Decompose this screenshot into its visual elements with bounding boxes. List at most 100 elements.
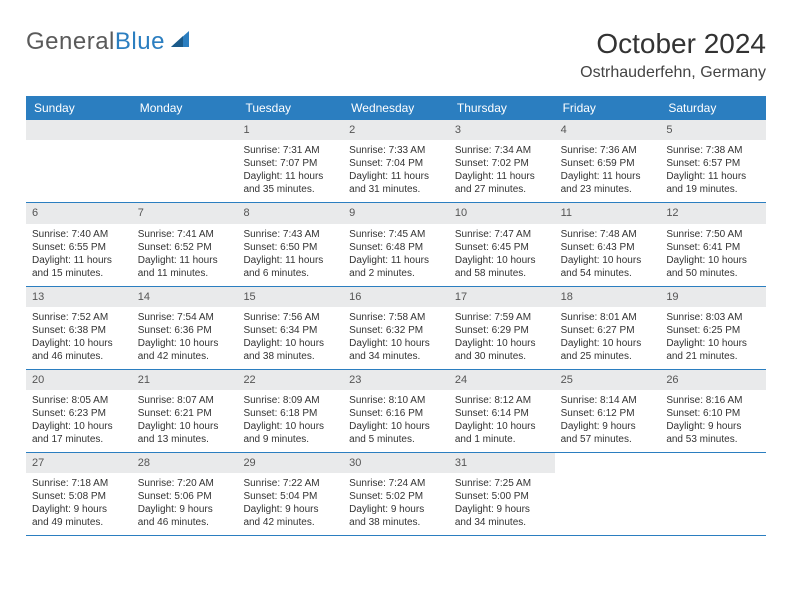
sunrise-line: Sunrise: 7:56 AM [243, 311, 337, 324]
weekday-header: Friday [555, 96, 661, 120]
logo: GeneralBlue [26, 28, 191, 56]
day-details: Sunrise: 7:25 AMSunset: 5:00 PMDaylight:… [449, 473, 555, 535]
day-details: Sunrise: 7:38 AMSunset: 6:57 PMDaylight:… [660, 140, 766, 202]
sunset-line: Sunset: 6:36 PM [138, 324, 232, 337]
day-number: 17 [449, 287, 555, 307]
sunrise-line: Sunrise: 8:14 AM [561, 394, 655, 407]
sunset-line: Sunset: 7:04 PM [349, 157, 443, 170]
sunset-line: Sunset: 6:32 PM [349, 324, 443, 337]
sunset-line: Sunset: 6:48 PM [349, 241, 443, 254]
day-number: 11 [555, 203, 661, 223]
sunset-line: Sunset: 7:02 PM [455, 157, 549, 170]
sunrise-line: Sunrise: 7:58 AM [349, 311, 443, 324]
day-number: 12 [660, 203, 766, 223]
day-number: 27 [26, 453, 132, 473]
sunrise-line: Sunrise: 7:52 AM [32, 311, 126, 324]
weekday-header: Tuesday [237, 96, 343, 120]
daylight-line: Daylight: 9 hours and 53 minutes. [666, 420, 760, 446]
daylight-line: Daylight: 9 hours and 42 minutes. [243, 503, 337, 529]
daylight-line: Daylight: 11 hours and 6 minutes. [243, 254, 337, 280]
daylight-line: Daylight: 9 hours and 57 minutes. [561, 420, 655, 446]
day-details: Sunrise: 7:58 AMSunset: 6:32 PMDaylight:… [343, 307, 449, 369]
day-number: 19 [660, 287, 766, 307]
day-number: 16 [343, 287, 449, 307]
day-number: 28 [132, 453, 238, 473]
sunrise-line: Sunrise: 7:59 AM [455, 311, 549, 324]
calendar-cell: 7Sunrise: 7:41 AMSunset: 6:52 PMDaylight… [132, 203, 238, 285]
daylight-line: Daylight: 10 hours and 21 minutes. [666, 337, 760, 363]
month-title: October 2024 [580, 28, 766, 60]
day-details: Sunrise: 8:16 AMSunset: 6:10 PMDaylight:… [660, 390, 766, 452]
day-number: 31 [449, 453, 555, 473]
sunset-line: Sunset: 7:07 PM [243, 157, 337, 170]
calendar-cell: 18Sunrise: 8:01 AMSunset: 6:27 PMDayligh… [555, 287, 661, 369]
day-details: Sunrise: 7:41 AMSunset: 6:52 PMDaylight:… [132, 224, 238, 286]
calendar-cell: 8Sunrise: 7:43 AMSunset: 6:50 PMDaylight… [237, 203, 343, 285]
day-number: 14 [132, 287, 238, 307]
daylight-line: Daylight: 10 hours and 5 minutes. [349, 420, 443, 446]
sunrise-line: Sunrise: 7:36 AM [561, 144, 655, 157]
day-details: Sunrise: 7:34 AMSunset: 7:02 PMDaylight:… [449, 140, 555, 202]
daylight-line: Daylight: 9 hours and 46 minutes. [138, 503, 232, 529]
daylight-line: Daylight: 10 hours and 34 minutes. [349, 337, 443, 363]
sunset-line: Sunset: 6:18 PM [243, 407, 337, 420]
day-details: Sunrise: 7:18 AMSunset: 5:08 PMDaylight:… [26, 473, 132, 535]
day-number: 4 [555, 120, 661, 140]
logo-sail-icon [169, 28, 191, 56]
sunrise-line: Sunrise: 7:45 AM [349, 228, 443, 241]
daylight-line: Daylight: 10 hours and 46 minutes. [32, 337, 126, 363]
weekday-header: Sunday [26, 96, 132, 120]
day-details: Sunrise: 7:54 AMSunset: 6:36 PMDaylight:… [132, 307, 238, 369]
calendar-week: 1Sunrise: 7:31 AMSunset: 7:07 PMDaylight… [26, 120, 766, 203]
sunrise-line: Sunrise: 8:10 AM [349, 394, 443, 407]
calendar-cell: 25Sunrise: 8:14 AMSunset: 6:12 PMDayligh… [555, 370, 661, 452]
day-number: 22 [237, 370, 343, 390]
weekday-header-row: Sunday Monday Tuesday Wednesday Thursday… [26, 96, 766, 120]
day-details: Sunrise: 8:03 AMSunset: 6:25 PMDaylight:… [660, 307, 766, 369]
sunrise-line: Sunrise: 7:25 AM [455, 477, 549, 490]
day-details: Sunrise: 7:31 AMSunset: 7:07 PMDaylight:… [237, 140, 343, 202]
calendar-cell: 12Sunrise: 7:50 AMSunset: 6:41 PMDayligh… [660, 203, 766, 285]
calendar-cell: 11Sunrise: 7:48 AMSunset: 6:43 PMDayligh… [555, 203, 661, 285]
sunset-line: Sunset: 6:52 PM [138, 241, 232, 254]
sunset-line: Sunset: 6:14 PM [455, 407, 549, 420]
sunset-line: Sunset: 6:21 PM [138, 407, 232, 420]
daylight-line: Daylight: 9 hours and 38 minutes. [349, 503, 443, 529]
sunset-line: Sunset: 5:06 PM [138, 490, 232, 503]
day-details: Sunrise: 7:36 AMSunset: 6:59 PMDaylight:… [555, 140, 661, 202]
day-number: 1 [237, 120, 343, 140]
sunset-line: Sunset: 5:08 PM [32, 490, 126, 503]
calendar-week: 20Sunrise: 8:05 AMSunset: 6:23 PMDayligh… [26, 370, 766, 453]
sunrise-line: Sunrise: 7:20 AM [138, 477, 232, 490]
day-details: Sunrise: 7:24 AMSunset: 5:02 PMDaylight:… [343, 473, 449, 535]
sunset-line: Sunset: 5:02 PM [349, 490, 443, 503]
day-details: Sunrise: 7:43 AMSunset: 6:50 PMDaylight:… [237, 224, 343, 286]
day-details: Sunrise: 7:52 AMSunset: 6:38 PMDaylight:… [26, 307, 132, 369]
sunrise-line: Sunrise: 8:03 AM [666, 311, 760, 324]
daylight-line: Daylight: 9 hours and 34 minutes. [455, 503, 549, 529]
day-details: Sunrise: 8:09 AMSunset: 6:18 PMDaylight:… [237, 390, 343, 452]
calendar-cell: 10Sunrise: 7:47 AMSunset: 6:45 PMDayligh… [449, 203, 555, 285]
daylight-line: Daylight: 10 hours and 9 minutes. [243, 420, 337, 446]
sunset-line: Sunset: 6:43 PM [561, 241, 655, 254]
sunset-line: Sunset: 6:59 PM [561, 157, 655, 170]
sunset-line: Sunset: 6:25 PM [666, 324, 760, 337]
day-details: Sunrise: 8:01 AMSunset: 6:27 PMDaylight:… [555, 307, 661, 369]
daylight-line: Daylight: 11 hours and 23 minutes. [561, 170, 655, 196]
calendar-cell: 17Sunrise: 7:59 AMSunset: 6:29 PMDayligh… [449, 287, 555, 369]
daylight-line: Daylight: 11 hours and 35 minutes. [243, 170, 337, 196]
calendar-week: 13Sunrise: 7:52 AMSunset: 6:38 PMDayligh… [26, 287, 766, 370]
empty-daynum [132, 120, 238, 140]
sunrise-line: Sunrise: 8:09 AM [243, 394, 337, 407]
daylight-line: Daylight: 10 hours and 1 minute. [455, 420, 549, 446]
daylight-line: Daylight: 9 hours and 49 minutes. [32, 503, 126, 529]
sunrise-line: Sunrise: 7:22 AM [243, 477, 337, 490]
day-details: Sunrise: 7:50 AMSunset: 6:41 PMDaylight:… [660, 224, 766, 286]
weekday-header: Saturday [660, 96, 766, 120]
day-number: 23 [343, 370, 449, 390]
calendar-cell: 6Sunrise: 7:40 AMSunset: 6:55 PMDaylight… [26, 203, 132, 285]
calendar-cell: 28 Sunrise: 7:20 AMSunset: 5:06 PMDayligh… [132, 453, 238, 535]
sunset-line: Sunset: 6:41 PM [666, 241, 760, 254]
day-details: Sunrise: 8:12 AMSunset: 6:14 PMDaylight:… [449, 390, 555, 452]
weekday-header: Wednesday [343, 96, 449, 120]
